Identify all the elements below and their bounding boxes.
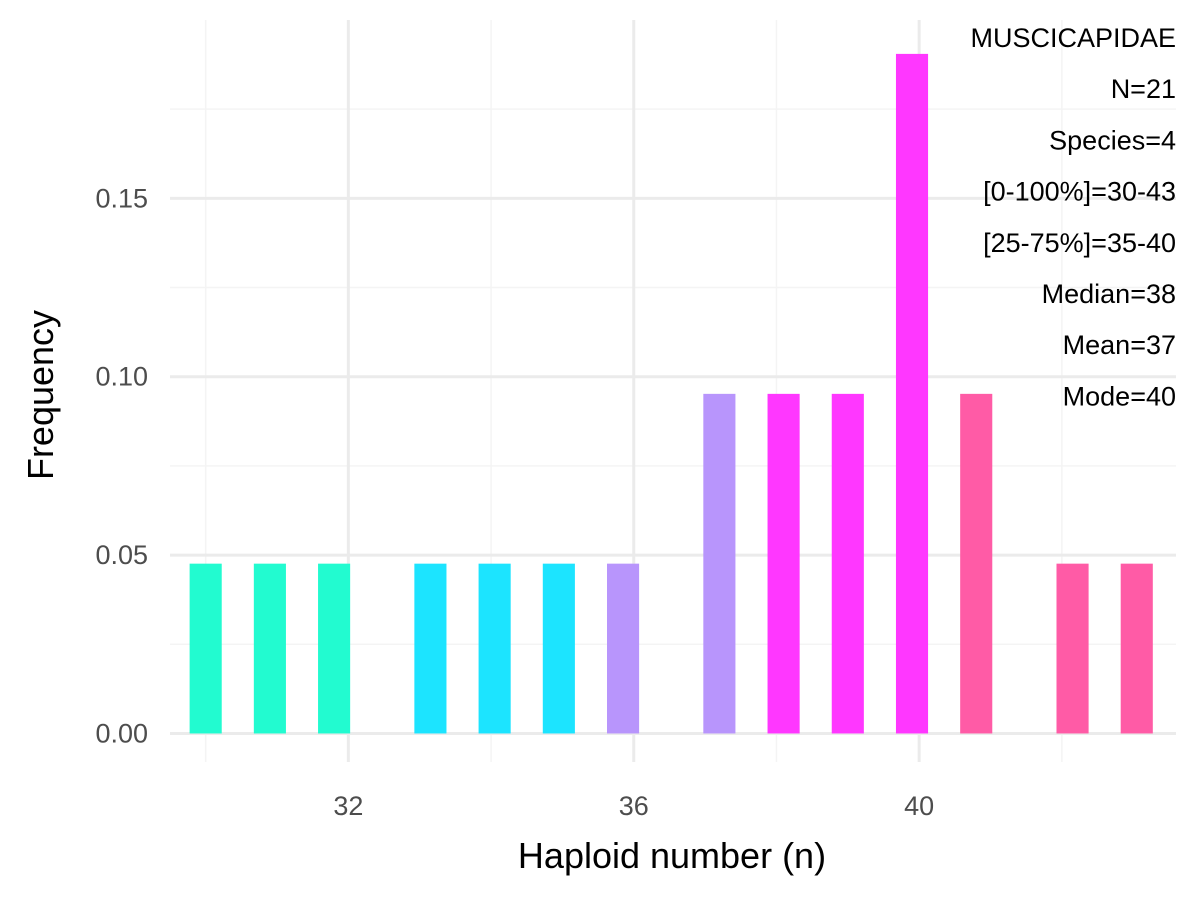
y-tick-label: 0.00: [95, 718, 148, 748]
histogram-bar: [318, 563, 351, 734]
histogram-bar: [478, 563, 511, 734]
histogram-bar: [542, 563, 575, 734]
x-axis-title: Haploid number (n): [518, 835, 826, 876]
histogram-bar: [960, 393, 993, 734]
stats-annotation-line: Median=38: [1042, 279, 1176, 309]
bars: [189, 53, 1153, 734]
stats-annotation-line: [0-100%]=30-43: [983, 177, 1176, 207]
histogram-bar: [607, 563, 640, 734]
stats-annotation-line: Mode=40: [1063, 381, 1176, 411]
x-tick-label: 32: [333, 791, 363, 821]
stats-annotation-line: Species=4: [1049, 125, 1176, 155]
histogram-bar: [895, 53, 929, 734]
y-axis-ticks: 0.00 0.05 0.10 0.15: [95, 183, 148, 748]
x-tick-label: 40: [904, 791, 934, 821]
y-tick-label: 0.10: [95, 362, 148, 392]
histogram-bar: [1120, 563, 1153, 734]
histogram-bar: [767, 393, 800, 734]
x-axis-ticks: 32 36 40: [333, 791, 934, 821]
histogram-bar: [831, 393, 864, 734]
y-tick-label: 0.15: [95, 183, 148, 213]
histogram-bar: [189, 563, 222, 734]
histogram-bar: [414, 563, 447, 734]
stats-annotations: MUSCICAPIDAE N=21 Species=4 [0-100%]=30-43 […: [970, 23, 1176, 411]
stats-annotation-line: [25-75%]=35-40: [983, 228, 1176, 258]
histogram-bar: [703, 393, 736, 734]
y-axis-title: Frequency: [20, 310, 61, 480]
histogram-bar: [253, 563, 286, 734]
stats-annotation-line: MUSCICAPIDAE: [970, 23, 1176, 53]
stats-annotation-line: N=21: [1111, 74, 1176, 104]
stats-annotation-line: Mean=37: [1063, 330, 1176, 360]
y-tick-label: 0.05: [95, 540, 148, 570]
histogram-bar: [1056, 563, 1089, 734]
x-tick-label: 36: [619, 791, 649, 821]
minor-gridlines: [170, 20, 1176, 762]
